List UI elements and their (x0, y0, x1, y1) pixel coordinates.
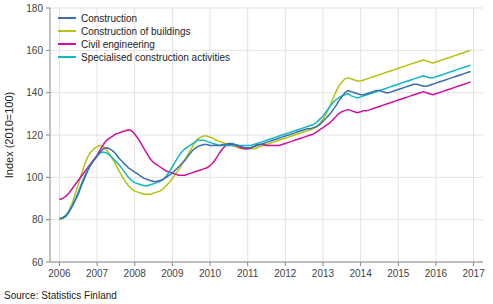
grid-line-x (322, 8, 323, 262)
x-tick-label: 2010 (199, 268, 222, 279)
y-tick (46, 50, 50, 51)
x-tick (59, 262, 60, 266)
series-line (59, 50, 470, 219)
y-tick-label: 160 (26, 45, 43, 56)
grid-line-y (50, 177, 483, 178)
grid-line-x (398, 8, 399, 262)
legend: Construction Construction of buildings Civ… (58, 13, 230, 63)
x-tick-label: 2006 (48, 268, 71, 279)
y-tick (46, 135, 50, 136)
chart: 60 80 100 120 140 160 180 2006 2007 2008 2009 2010 2… (0, 0, 493, 304)
grid-line-y (50, 8, 483, 9)
grid-line-x (247, 8, 248, 262)
grid-line-x (435, 8, 436, 262)
y-tick-label: 80 (32, 214, 44, 225)
y-tick (46, 219, 50, 220)
x-tick (247, 262, 248, 266)
grid-line-x (210, 8, 211, 262)
x-tick (435, 262, 436, 266)
y-tick (46, 8, 50, 9)
legend-swatch (58, 30, 76, 32)
y-tick (46, 177, 50, 178)
y-tick-label: 60 (32, 257, 44, 268)
y-axis-label: Index (2010=100) (3, 92, 15, 179)
x-tick-label: 2007 (86, 268, 109, 279)
grid-line-x (285, 8, 286, 262)
y-tick-label: 140 (26, 87, 43, 98)
x-tick (172, 262, 173, 266)
x-tick (210, 262, 211, 266)
series-line (59, 65, 470, 218)
x-tick-label: 2016 (425, 268, 448, 279)
x-tick-label: 2008 (124, 268, 147, 279)
legend-swatch (58, 56, 76, 58)
x-tick (97, 262, 98, 266)
legend-label: Specialised construction activities (81, 52, 230, 63)
y-tick-label: 100 (26, 172, 43, 183)
grid-line-x (360, 8, 361, 262)
legend-label: Construction (81, 13, 137, 24)
grid-line-x (473, 8, 474, 262)
x-tick (360, 262, 361, 266)
y-tick (46, 92, 50, 93)
legend-item: Specialised construction activities (58, 52, 230, 63)
x-tick-label: 2011 (237, 268, 259, 279)
grid-line-x (59, 8, 60, 262)
x-tick (134, 262, 135, 266)
legend-swatch (58, 43, 76, 45)
x-tick-label: 2014 (350, 268, 373, 279)
series-line (59, 72, 470, 219)
x-tick (285, 262, 286, 266)
x-tick (322, 262, 323, 266)
x-tick-label: 2015 (387, 268, 410, 279)
x-tick-label: 2013 (312, 268, 335, 279)
legend-label: Civil engineering (81, 39, 155, 50)
legend-swatch (58, 17, 76, 19)
x-tick-label: 2009 (161, 268, 184, 279)
legend-label: Construction of buildings (81, 26, 191, 37)
grid-line-y (50, 219, 483, 220)
legend-item: Construction of buildings (58, 26, 191, 37)
x-tick (398, 262, 399, 266)
grid (50, 8, 483, 262)
annotation: Source: Statistics Finland (4, 290, 117, 301)
legend-item: Construction (58, 13, 137, 24)
grid-line-y (50, 262, 483, 263)
y-tick-label: 180 (26, 3, 43, 14)
x-axis-line (50, 262, 483, 263)
axes: 60 80 100 120 140 160 180 2006 2007 2008 2009 2010 2… (26, 3, 485, 280)
legend-item: Civil engineering (58, 39, 155, 50)
y-tick (46, 262, 50, 263)
x-tick-label: 2012 (274, 268, 297, 279)
y-tick-label: 120 (26, 130, 43, 141)
series-lines (59, 50, 470, 219)
x-tick (473, 262, 474, 266)
x-tick-label: 2017 (462, 268, 485, 279)
grid-line-x (172, 8, 173, 262)
